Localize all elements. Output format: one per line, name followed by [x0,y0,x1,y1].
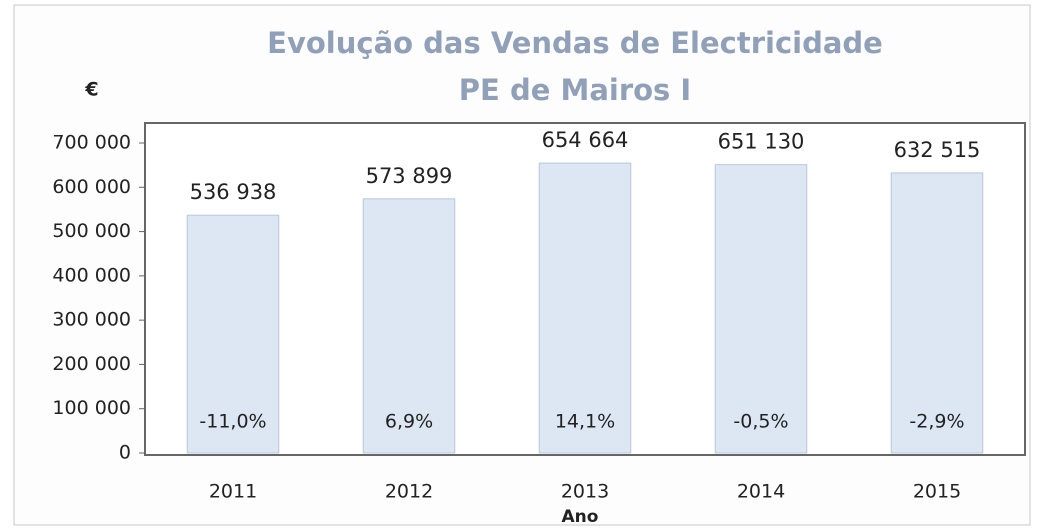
bar [890,172,984,454]
y-tick-label: 500 000 [52,220,131,242]
value-label: 632 515 [894,138,981,162]
value-label: 536 938 [190,180,277,204]
x-tick-label: 2012 [385,481,433,503]
bar [362,198,456,454]
y-axis-label: € [84,79,98,101]
x-tick-label: 2011 [209,481,257,503]
y-tick-label: 200 000 [52,353,131,375]
y-tick-label: 100 000 [52,397,131,419]
y-tick-label: 600 000 [52,176,131,198]
growth-label: 6,9% [385,411,433,433]
y-tick-label: 700 000 [52,132,131,154]
value-label: 654 664 [542,128,629,152]
x-tick-label: 2015 [913,481,961,503]
growth-label: -0,5% [733,411,788,433]
y-tick-label: 300 000 [52,309,131,331]
value-label: 573 899 [366,164,453,188]
x-tick-label: 2014 [737,481,785,503]
chart-title: Evolução das Vendas de Electricidade [267,26,883,60]
bar [538,162,632,454]
growth-label: -2,9% [909,411,964,433]
growth-label: -11,0% [199,411,266,433]
x-axis-label: Ano [562,507,599,527]
bar [714,164,808,454]
chart-subtitle: PE de Mairos I [459,73,691,107]
y-tick-label: 0 [119,442,131,464]
y-tick-label: 400 000 [52,264,131,286]
x-tick-label: 2013 [561,481,609,503]
bar [186,214,280,454]
growth-label: 14,1% [555,411,615,433]
value-label: 651 130 [718,130,805,154]
